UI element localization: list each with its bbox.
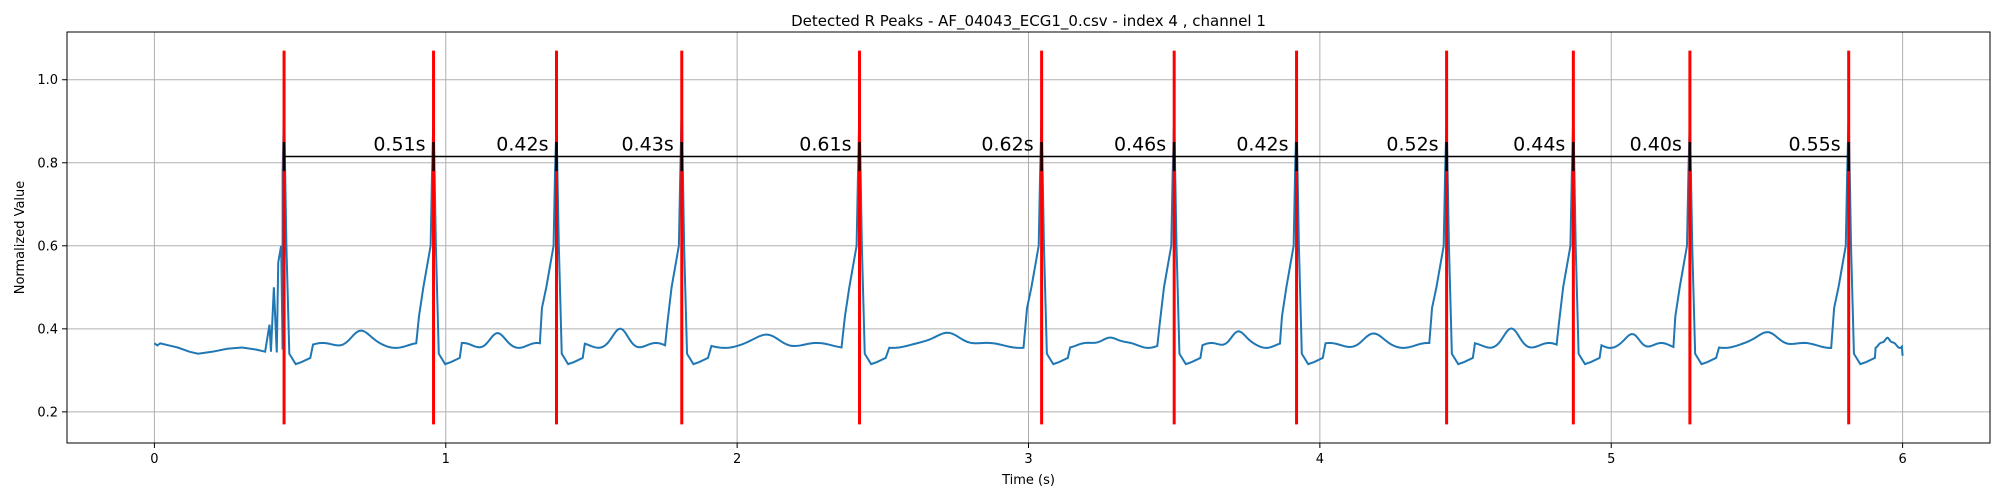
y-tick-label: 0.8 xyxy=(37,156,58,171)
x-tick-label: 2 xyxy=(733,452,741,467)
rr-interval-label: 0.40s xyxy=(1630,134,1682,156)
x-tick-label: 3 xyxy=(1024,452,1032,467)
plot-frame xyxy=(66,31,1991,444)
y-tick-label: 0.2 xyxy=(37,405,58,420)
x-tick-label: 4 xyxy=(1316,452,1324,467)
y-tick-label: 0.6 xyxy=(37,239,58,254)
y-axis-label: Normalized Value xyxy=(13,181,28,295)
x-tick-label: 6 xyxy=(1898,452,1906,467)
y-tick-label: 0.4 xyxy=(37,322,58,337)
ecg-signal-line xyxy=(153,104,1904,366)
peak-marker-layer xyxy=(282,50,1851,425)
rr-interval-label: 0.43s xyxy=(622,134,674,156)
rr-interval-label: 0.61s xyxy=(799,134,851,156)
y-tick-label: 1.0 xyxy=(37,73,58,88)
rr-interval-label: 0.42s xyxy=(1236,134,1288,156)
rr-interval-label: 0.44s xyxy=(1513,134,1565,156)
signal-layer xyxy=(153,104,1904,366)
chart-title: Detected R Peaks - AF_04043_ECG1_0.csv -… xyxy=(791,12,1266,31)
rr-interval-label: 0.62s xyxy=(981,134,1033,156)
interval-layer: 0.51s 0.42s 0.43s 0.61s 0.62s 0.46s 0.42s 0.52s… xyxy=(282,134,1850,172)
rr-interval-label: 0.51s xyxy=(373,134,425,156)
x-tick-label: 5 xyxy=(1607,452,1615,467)
rr-interval-label: 0.55s xyxy=(1788,134,1840,156)
grid-layer xyxy=(67,32,1990,443)
rr-interval-label: 0.46s xyxy=(1114,134,1166,156)
x-tick-label: 0 xyxy=(150,452,158,467)
axis-layer: 0 1 2 3 4 5 6 0.2 0.4 0.6 0.8 1.0 xyxy=(37,73,1906,467)
x-tick-label: 1 xyxy=(442,452,450,467)
x-axis-label: Time (s) xyxy=(1001,473,1055,488)
rr-interval-label: 0.42s xyxy=(496,134,548,156)
rr-interval-label: 0.52s xyxy=(1386,134,1438,156)
